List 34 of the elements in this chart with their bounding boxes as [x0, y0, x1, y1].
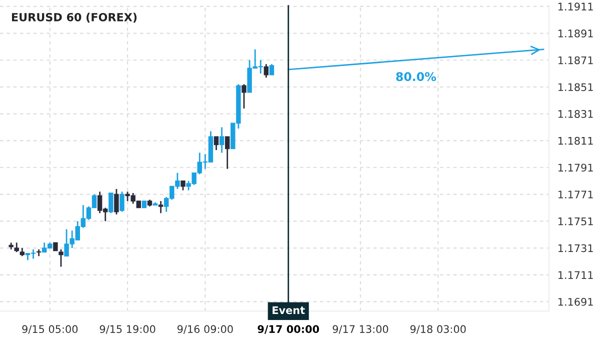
candlestick: [269, 63, 274, 76]
annotation: 80.0%: [396, 72, 436, 82]
text: EURUSD 60 (FOREX): [12, 12, 137, 23]
candlestick: [214, 136, 219, 151]
candlestick: [180, 180, 186, 192]
x-tick-label: 9/17 13:00: [332, 325, 388, 334]
candlestick: [225, 136, 230, 170]
y-tick-label: 1.1831: [558, 110, 593, 118]
candlestick: [264, 63, 269, 78]
y-tick-label: 1.1911: [558, 2, 593, 11]
x-tick-label: 9/15 19:00: [100, 325, 156, 334]
y-tick-label: 1.1711: [558, 271, 593, 279]
y-tick-label: 1.1791: [558, 164, 593, 172]
y-tick-label: 1.1871: [558, 56, 593, 64]
x-tick-label: 9/17 00:00: [258, 325, 320, 334]
candlestick: [108, 192, 114, 214]
y-tick-label: 1.1811: [558, 136, 593, 145]
y-tick-label: 1.1751: [558, 218, 593, 226]
x-tick-label: 9/15 05:00: [22, 325, 78, 334]
y-tick-label: 1.1851: [558, 83, 593, 92]
candlestick: [14, 242, 19, 253]
candlestick: [114, 188, 119, 216]
candlestick: [158, 200, 164, 214]
y-tick-label: 1.1731: [558, 244, 593, 252]
x-tick-label: 9/16 09:00: [177, 325, 233, 334]
candlestick: [242, 84, 246, 110]
ref-line-label: Event: [272, 306, 305, 314]
y-tick-label: 1.1691: [558, 298, 593, 306]
candlestick: [58, 248, 64, 268]
x-tick-label: 9/18 03:00: [410, 325, 466, 334]
y-tick-label: 1.1771: [558, 190, 593, 198]
candlestick: [120, 190, 124, 212]
candlestick: [219, 126, 224, 154]
y-tick-label: 1.1891: [558, 30, 593, 38]
